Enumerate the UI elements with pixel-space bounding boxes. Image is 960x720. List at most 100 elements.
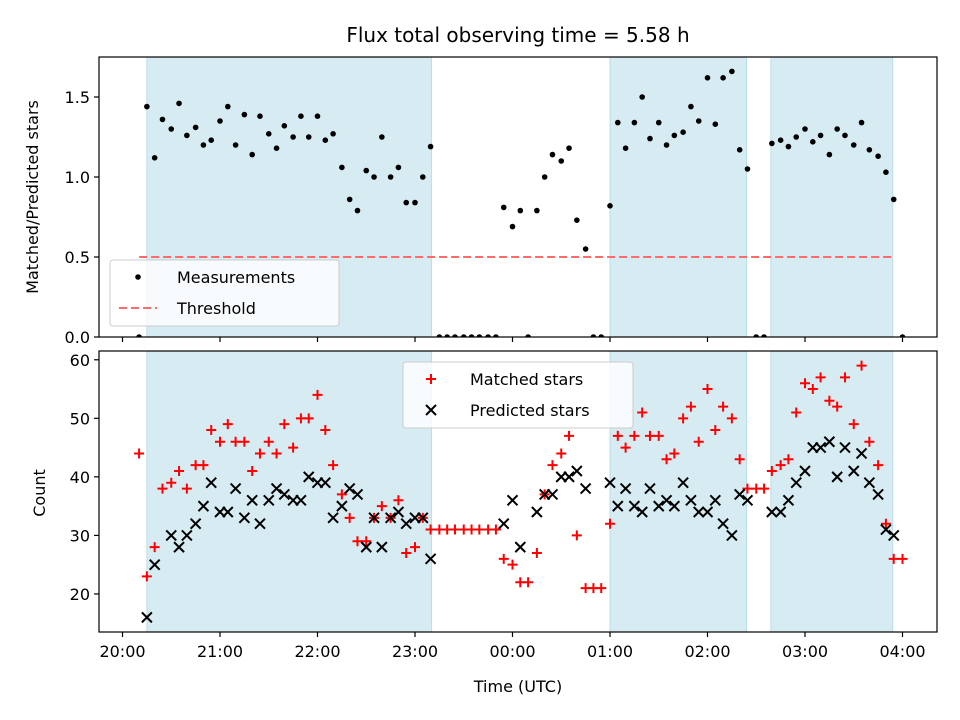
predicted-star-point bbox=[263, 494, 275, 506]
measurement-point bbox=[314, 113, 321, 119]
matched-star-point bbox=[605, 518, 615, 529]
legend-label: Threshold bbox=[176, 299, 256, 318]
y-tick-label: 0.5 bbox=[65, 248, 90, 267]
measurement-point bbox=[793, 134, 800, 140]
plot-area bbox=[136, 57, 906, 337]
legend-box bbox=[402, 361, 634, 429]
measurement-point bbox=[826, 151, 833, 158]
matched-star-point bbox=[759, 483, 770, 494]
count-panel: 20 30 40 50 60 20:00 21:00 22:00 23:00 00:00 01:00… bbox=[70, 350, 938, 661]
matched-star-point bbox=[800, 378, 810, 389]
measurement-point bbox=[574, 217, 580, 223]
legend-x-icon bbox=[425, 404, 437, 416]
x-tick-label: 00:00 bbox=[489, 642, 535, 661]
measurement-point bbox=[753, 334, 760, 337]
measurement-point bbox=[273, 145, 280, 151]
matched-star-point bbox=[839, 372, 850, 383]
matched-star-point bbox=[897, 553, 908, 564]
measurement-point bbox=[136, 334, 142, 337]
legend-label: Measurements bbox=[177, 268, 295, 287]
measurement-point bbox=[655, 119, 662, 126]
matched-star-point bbox=[393, 495, 404, 506]
matched-star-point bbox=[678, 413, 689, 424]
matched-star-point bbox=[425, 524, 436, 535]
predicted-star-point bbox=[604, 477, 616, 489]
measurement-point bbox=[622, 145, 629, 151]
measurement-point bbox=[866, 147, 873, 153]
matched-star-point bbox=[556, 448, 567, 459]
measurement-point bbox=[436, 334, 443, 337]
predicted-star-point bbox=[766, 506, 778, 518]
predicted-star-point bbox=[685, 494, 697, 506]
measurement-point bbox=[322, 137, 329, 143]
measurement-point bbox=[346, 196, 353, 203]
matched-star-point bbox=[637, 407, 648, 418]
matched-star-point bbox=[718, 401, 729, 412]
measurement-point bbox=[208, 137, 215, 143]
legend-label: Matched stars bbox=[470, 370, 583, 389]
measurement-point bbox=[850, 142, 857, 148]
predicted-star-point bbox=[270, 482, 283, 495]
matched-star-point bbox=[174, 466, 185, 477]
measurement-point bbox=[671, 132, 678, 139]
measurement-point bbox=[566, 145, 572, 151]
matched-star-point bbox=[693, 436, 704, 447]
matched-star-point bbox=[685, 401, 696, 412]
measurement-point bbox=[298, 113, 304, 119]
matched-star-point bbox=[547, 460, 558, 471]
measurement-point bbox=[151, 155, 158, 161]
predicted-star-point bbox=[644, 482, 656, 495]
observing-span bbox=[146, 351, 433, 632]
matched-star-point bbox=[620, 442, 631, 453]
matched-star-point bbox=[490, 524, 501, 535]
plot-area bbox=[134, 351, 908, 632]
predicted-star-point bbox=[619, 482, 632, 495]
matched-star-point bbox=[303, 413, 314, 424]
predicted-star-point bbox=[612, 500, 624, 512]
predicted-star-point bbox=[814, 441, 827, 454]
measurement-point bbox=[688, 103, 694, 110]
measurement-point bbox=[834, 126, 840, 132]
predicted-star-point bbox=[855, 447, 868, 460]
predicted-star-point bbox=[717, 517, 729, 530]
measurement-point bbox=[225, 103, 231, 110]
measurement-point bbox=[736, 147, 743, 153]
x-tick-label: 21:00 bbox=[197, 642, 243, 661]
predicted-star-point bbox=[506, 494, 519, 506]
measurement-point bbox=[257, 113, 263, 119]
matched-star-point bbox=[271, 448, 282, 459]
measurement-point bbox=[168, 126, 175, 132]
measurement-point bbox=[281, 123, 288, 129]
measurement-point bbox=[639, 94, 645, 100]
predicted-star-point bbox=[222, 506, 234, 518]
ratio-panel: 0.0 0.5 1.0 1.5 Measurements Threshold bbox=[65, 56, 938, 347]
predicted-star-point bbox=[790, 477, 802, 489]
measurement-point bbox=[200, 142, 207, 148]
matched-star-point bbox=[564, 430, 575, 441]
measurement-point bbox=[883, 169, 889, 175]
measurement-point bbox=[500, 204, 507, 211]
x-tick-label: 23:00 bbox=[392, 642, 438, 661]
y-axis-label-ratio: Matched/Predicted stars bbox=[23, 100, 42, 294]
measurement-point bbox=[582, 246, 589, 252]
matched-star-point bbox=[279, 419, 290, 430]
measurement-point bbox=[590, 334, 597, 337]
y-tick-label: 60 bbox=[70, 351, 90, 370]
x-axis-label: Time (UTC) bbox=[473, 677, 562, 696]
measurement-point bbox=[485, 334, 491, 337]
measurement-point bbox=[680, 129, 686, 135]
predicted-star-point bbox=[741, 494, 754, 506]
predicted-star-point bbox=[782, 494, 795, 506]
measurement-point bbox=[452, 334, 458, 337]
x-tick-label: 02:00 bbox=[684, 642, 730, 661]
predicted-star-point bbox=[571, 465, 583, 477]
predicted-star-point bbox=[189, 517, 202, 530]
measurement-point bbox=[468, 334, 475, 337]
matched-star-point bbox=[134, 448, 145, 459]
matched-star-point bbox=[612, 430, 623, 441]
measurement-point bbox=[444, 334, 450, 337]
measurement-point bbox=[842, 132, 848, 139]
matched-star-point bbox=[352, 536, 363, 547]
matched-star-point bbox=[312, 389, 323, 400]
measurement-point bbox=[412, 199, 418, 206]
